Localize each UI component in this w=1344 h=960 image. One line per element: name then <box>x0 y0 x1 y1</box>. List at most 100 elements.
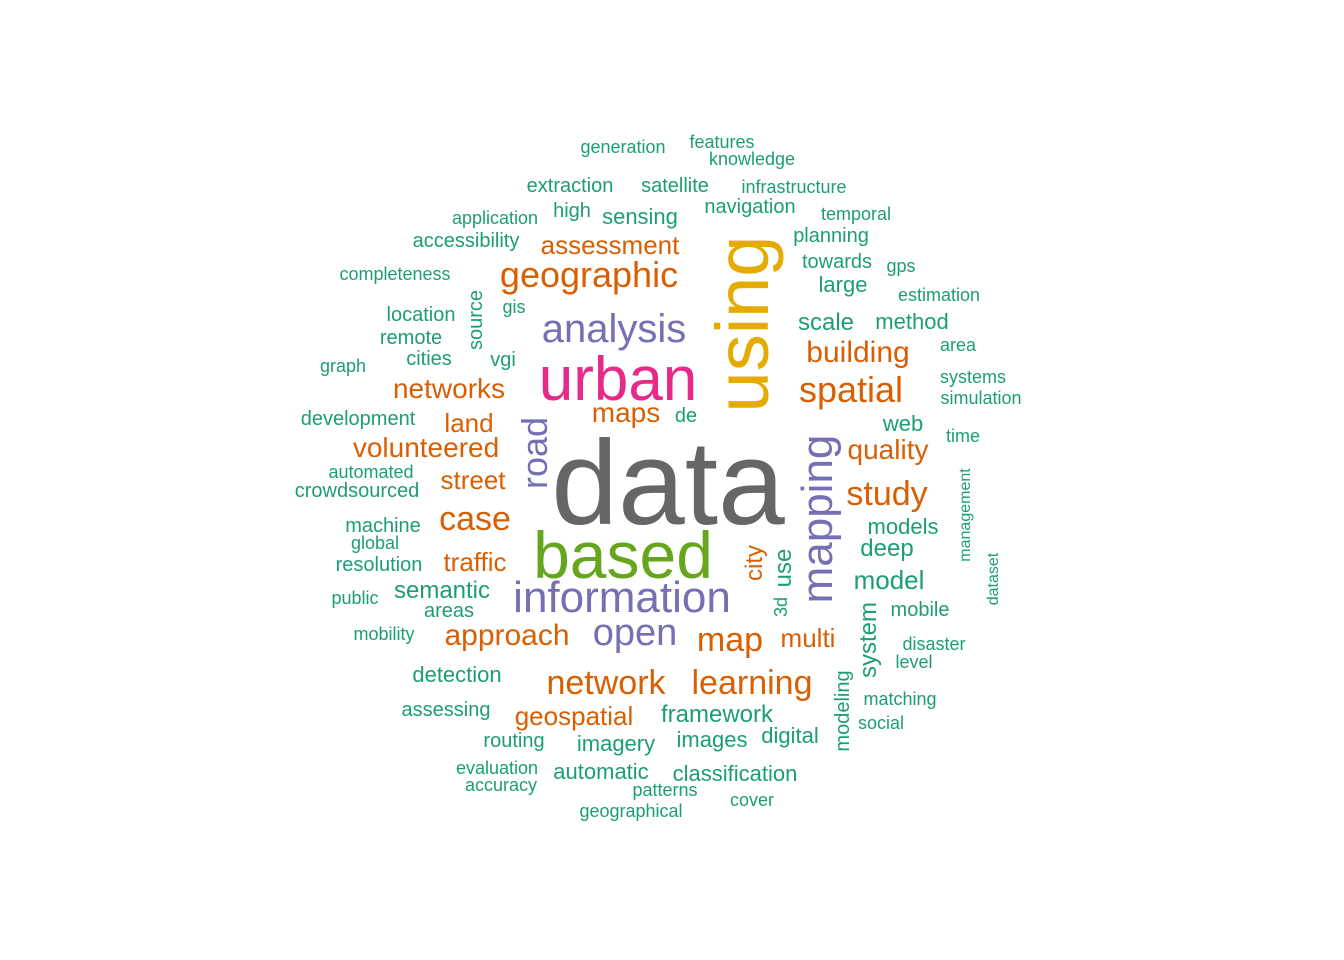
word-detection: detection <box>412 662 502 687</box>
word-accuracy: accuracy <box>464 775 538 795</box>
word-machine: machine <box>345 515 421 537</box>
word-data: data <box>551 416 785 550</box>
word-geographical: geographical <box>579 801 683 821</box>
word-digital: digital <box>761 723 819 748</box>
word-location: location <box>386 304 456 326</box>
word-social: social <box>857 713 905 733</box>
word-remote: remote <box>379 327 443 349</box>
word-road: road <box>514 416 555 490</box>
word-information: information <box>513 573 731 622</box>
word-based: based <box>533 518 713 592</box>
word-accessibility: accessibility <box>412 230 520 252</box>
word-cover: cover <box>729 790 775 810</box>
word-application: application <box>451 208 539 228</box>
word-areas: areas <box>423 600 475 622</box>
word-framework: framework <box>660 701 774 728</box>
word-matching: matching <box>863 689 937 709</box>
word-method: method <box>875 309 949 334</box>
word-street: street <box>440 465 506 495</box>
word-learning: learning <box>691 664 813 702</box>
word-gis: gis <box>502 297 526 317</box>
word-crowdsourced: crowdsourced <box>294 480 420 502</box>
word-quality: quality <box>847 434 929 465</box>
word-imagery: imagery <box>576 731 656 756</box>
word-images: images <box>676 727 748 752</box>
word-model: model <box>853 565 925 595</box>
word-scale: scale <box>797 309 855 336</box>
word-navigation: navigation <box>704 196 796 218</box>
word-multi: multi <box>780 623 836 653</box>
word-routing: routing <box>483 730 545 752</box>
word-graph: graph <box>319 356 367 376</box>
word-geospatial: geospatial <box>514 701 634 731</box>
word-resolution: resolution <box>335 554 423 576</box>
word-volunteered: volunteered <box>352 432 500 463</box>
word-de: de <box>674 405 698 427</box>
word-source: source <box>465 289 487 351</box>
word-spatial: spatial <box>798 369 904 410</box>
word-case: case <box>439 500 511 538</box>
word-extraction: extraction <box>526 175 614 197</box>
word-vgi: vgi <box>490 349 516 371</box>
word-towards: towards <box>801 251 873 273</box>
word-automatic: automatic <box>553 759 649 784</box>
word-maps: maps <box>591 397 661 428</box>
word-gps: gps <box>886 256 916 276</box>
word-mapping: mapping <box>793 434 842 604</box>
word-classification: classification <box>672 761 798 786</box>
word-use: use <box>770 548 797 588</box>
word-system: system <box>855 601 882 679</box>
word-land: land <box>444 408 494 438</box>
word-traffic: traffic <box>443 547 507 577</box>
word-completeness: completeness <box>339 264 451 284</box>
word-3d: 3d <box>771 596 791 618</box>
word-generation: generation <box>580 137 666 157</box>
word-management: management <box>957 468 974 562</box>
word-city: city <box>741 545 768 581</box>
word-level: level <box>895 652 933 672</box>
word-patterns: patterns <box>632 780 698 800</box>
word-cities: cities <box>406 348 452 370</box>
word-semantic: semantic <box>393 577 491 604</box>
word-time: time <box>945 426 981 446</box>
word-automated: automated <box>328 462 414 482</box>
word-map: map <box>696 621 764 659</box>
word-development: development <box>300 408 416 430</box>
word-features: features <box>689 132 755 152</box>
word-temporal: temporal <box>820 204 892 224</box>
word-satellite: satellite <box>641 175 709 197</box>
word-dataset: dataset <box>985 552 1002 606</box>
word-public: public <box>331 588 379 608</box>
word-urban: urban <box>538 345 698 414</box>
word-approach: approach <box>444 619 570 652</box>
word-open: open <box>592 612 678 654</box>
word-large: large <box>818 272 868 297</box>
word-analysis: analysis <box>541 307 687 351</box>
word-network: network <box>546 664 666 702</box>
word-area: area <box>939 335 977 355</box>
word-geographic: geographic <box>499 254 679 295</box>
word-building: building <box>806 336 910 369</box>
word-knowledge: knowledge <box>708 149 796 169</box>
word-sensing: sensing <box>602 204 678 229</box>
word-modeling: modeling <box>832 670 854 752</box>
word-systems: systems <box>939 367 1007 387</box>
word-estimation: estimation <box>897 285 981 305</box>
word-infrastructure: infrastructure <box>741 177 847 197</box>
word-using: using <box>701 235 784 413</box>
word-web: web <box>882 411 924 436</box>
word-mobile: mobile <box>890 599 950 621</box>
word-mobility: mobility <box>353 624 415 644</box>
word-disaster: disaster <box>902 634 966 654</box>
word-study: study <box>846 475 928 513</box>
word-planning: planning <box>793 225 869 247</box>
word-networks: networks <box>392 373 506 404</box>
word-deep: deep <box>860 535 914 562</box>
word-evaluation: evaluation <box>455 758 539 778</box>
word-models: models <box>867 514 939 539</box>
word-simulation: simulation <box>940 388 1022 408</box>
word-assessing: assessing <box>401 699 491 721</box>
word-assessment: assessment <box>540 230 680 260</box>
word-high: high <box>553 200 591 222</box>
